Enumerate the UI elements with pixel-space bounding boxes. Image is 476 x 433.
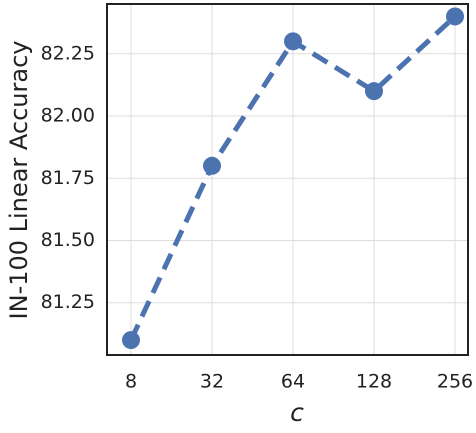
x-tick-label: 8 xyxy=(125,371,137,393)
x-tick-label: 64 xyxy=(281,371,305,393)
x-tick-label: 32 xyxy=(200,371,224,393)
y-tick-label: 82.25 xyxy=(41,42,95,64)
y-tick-label: 81.25 xyxy=(41,291,95,313)
x-tick-label: 128 xyxy=(356,371,392,393)
marker xyxy=(203,156,221,175)
y-tick-label: 82.00 xyxy=(41,105,95,127)
marker xyxy=(446,7,464,26)
x-axis-label: c xyxy=(290,398,304,427)
marker xyxy=(284,32,302,51)
marker xyxy=(365,82,383,101)
x-tick-label: 256 xyxy=(437,371,473,393)
y-tick-label: 81.75 xyxy=(41,167,95,189)
marker xyxy=(122,331,140,350)
y-tick-label: 81.50 xyxy=(41,229,95,251)
plot-frame xyxy=(106,3,469,356)
y-axis-label: IN-100 Linear Accuracy xyxy=(5,41,33,320)
